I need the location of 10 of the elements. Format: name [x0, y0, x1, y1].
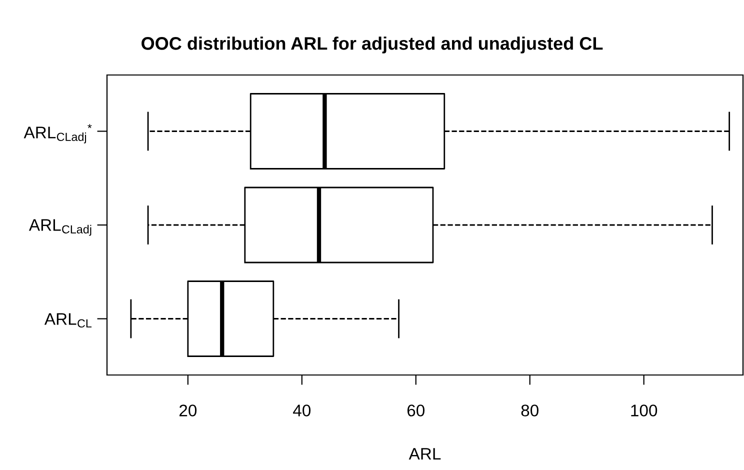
x-tick-label: 60 [407, 404, 424, 416]
x-tick-label: 100 [631, 404, 658, 416]
x-tick-label: 20 [179, 404, 197, 416]
y-tick-label: ARL$_{CL}$ [44, 313, 92, 328]
y-tick-label: ARL$_{CLadj}$ [28, 219, 92, 236]
y-tick-label: ARL$_{CLadj}$$^{*}$ [24, 124, 92, 144]
x-tick-label: 40 [293, 404, 311, 416]
x-tick-label: 80 [521, 404, 538, 416]
chart-title: OOC distribution ARL for adjusted and unadjusted CL [142, 36, 603, 54]
x-axis-title: ARL [408, 448, 441, 460]
